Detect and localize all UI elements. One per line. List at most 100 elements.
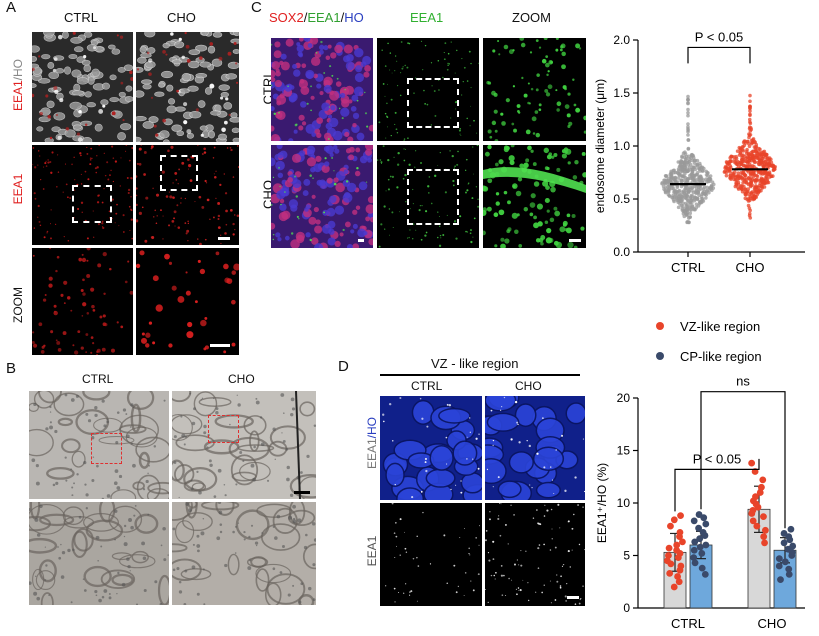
nucleus	[72, 124, 83, 130]
signal-dot	[227, 51, 232, 56]
zoom-region-box	[407, 169, 459, 225]
nucleus	[154, 91, 165, 97]
signal-dot	[582, 506, 584, 508]
granule	[313, 424, 316, 427]
data-point	[742, 184, 746, 189]
signal-dot	[50, 223, 52, 225]
data-point	[686, 101, 690, 105]
organelle	[172, 414, 193, 441]
data-point	[686, 110, 690, 115]
data-point	[761, 182, 766, 186]
data-point	[680, 197, 685, 202]
nucleus	[327, 237, 336, 246]
signal-dot	[323, 211, 326, 214]
signal-dot	[511, 122, 515, 126]
granule	[37, 404, 40, 407]
granule	[237, 522, 240, 524]
signal-dot	[512, 183, 518, 189]
nucleus	[142, 83, 152, 90]
granule	[274, 536, 278, 540]
data-point	[663, 190, 668, 195]
signal-dot	[111, 111, 116, 116]
granule	[232, 530, 235, 534]
signal-dot	[518, 564, 520, 566]
signal-dot	[438, 244, 442, 247]
signal-dot	[408, 163, 411, 166]
granule	[253, 445, 256, 449]
signal-dot	[399, 518, 402, 521]
signal-dot	[556, 101, 562, 107]
signal-dot	[225, 209, 228, 213]
signal-dot	[475, 437, 478, 440]
data-point	[781, 558, 789, 566]
signal-dot	[102, 314, 106, 318]
signal-dot	[136, 263, 141, 269]
nucleus	[327, 114, 333, 119]
signal-dot	[400, 41, 403, 43]
nucleus	[86, 102, 97, 108]
granule	[134, 504, 137, 507]
signal-dot	[485, 539, 487, 542]
data-point	[680, 154, 684, 159]
signal-dot	[328, 106, 331, 108]
data-point	[753, 194, 758, 199]
nucleus	[318, 49, 324, 55]
signal-dot	[115, 212, 118, 215]
granule	[203, 424, 207, 429]
signal-dot	[546, 509, 549, 512]
signal-dot	[185, 44, 190, 49]
nucleus	[83, 32, 93, 38]
signal-dot	[37, 164, 39, 166]
signal-dot	[453, 220, 457, 223]
nucleus	[136, 136, 142, 142]
data-point	[748, 171, 753, 176]
signal-dot	[73, 156, 75, 159]
granule	[114, 538, 116, 541]
signal-dot	[538, 108, 542, 112]
panel-a-cho-zoom-image	[136, 248, 239, 355]
signal-dot	[234, 214, 236, 216]
nucleus	[326, 207, 336, 217]
nucleus	[167, 98, 176, 105]
data-point	[761, 539, 768, 547]
organelle	[38, 559, 57, 583]
signal-dot	[187, 158, 190, 161]
signal-dot	[86, 146, 88, 149]
signal-dot	[472, 236, 474, 238]
data-point	[731, 174, 736, 179]
nucleus	[345, 61, 355, 71]
data-point	[663, 557, 671, 565]
granule	[33, 591, 38, 596]
organelle	[269, 425, 306, 450]
nucleus	[276, 190, 286, 200]
granule	[196, 544, 201, 548]
nucleus	[148, 116, 159, 124]
signal-dot	[557, 503, 560, 506]
organelle	[203, 439, 240, 455]
granule	[91, 479, 95, 483]
nucleus	[329, 90, 340, 101]
data-point	[692, 177, 696, 181]
signal-dot	[564, 227, 568, 232]
signal-dot	[546, 209, 550, 213]
signal-dot	[125, 145, 128, 147]
signal-dot	[391, 503, 394, 505]
signal-dot	[120, 157, 122, 159]
panel-a-cho-eea1-image	[136, 145, 239, 245]
data-point	[728, 165, 733, 170]
signal-dot	[404, 531, 406, 533]
signal-dot	[543, 38, 548, 41]
signal-dot	[144, 239, 148, 243]
signal-dot	[385, 137, 387, 139]
data-point	[748, 132, 753, 137]
signal-dot	[33, 227, 36, 229]
data-point	[684, 154, 689, 159]
granule	[160, 544, 163, 547]
nucleus	[359, 155, 368, 164]
signal-dot	[487, 552, 490, 554]
granule	[133, 514, 136, 517]
signal-dot	[40, 350, 45, 354]
signal-dot	[131, 146, 133, 150]
signal-dot	[469, 417, 471, 419]
signal-dot	[201, 152, 204, 155]
